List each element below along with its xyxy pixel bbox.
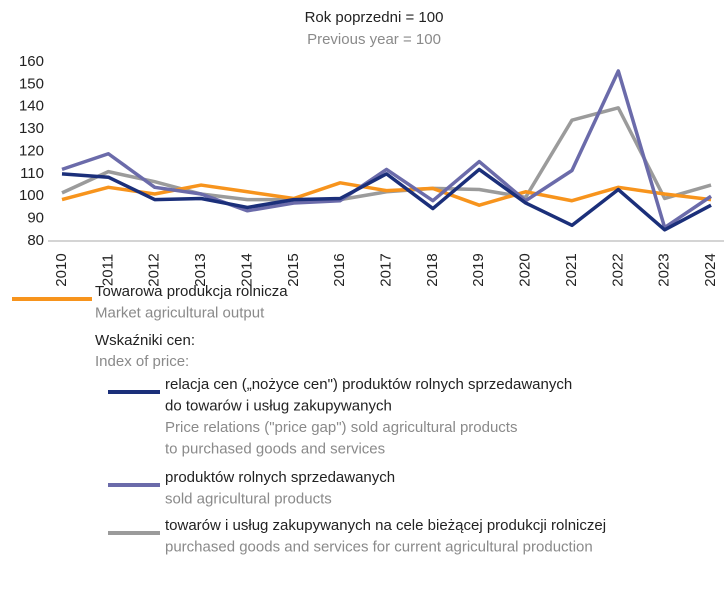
y-tick-label: 160 bbox=[19, 53, 44, 70]
y-tick-label: 130 bbox=[19, 120, 44, 137]
legend-label: relacja cen („nożyce cen") produktów rol… bbox=[165, 376, 572, 415]
chart-title: Rok poprzedni = 100 bbox=[305, 9, 444, 26]
series-line bbox=[61, 167, 712, 232]
x-tick-label: 2014 bbox=[238, 253, 255, 286]
x-tick-label: 2019 bbox=[470, 253, 487, 286]
legend-label: Towarowa produkcja rolnicza bbox=[95, 283, 288, 300]
y-tick-label: 150 bbox=[19, 75, 44, 92]
series-line bbox=[61, 106, 712, 202]
y-tick-label: 80 bbox=[27, 232, 44, 249]
legend-label-en: purchased goods and services for current… bbox=[165, 538, 593, 555]
x-tick-label: 2011 bbox=[99, 254, 116, 286]
legend-label-en: sold agricultural products bbox=[165, 490, 332, 507]
legend-group: Wskaźniki cen: bbox=[95, 332, 195, 349]
x-tick-label: 2017 bbox=[377, 253, 394, 286]
legend-label: produktów rolnych sprzedawanych bbox=[165, 469, 395, 486]
x-tick-label: 2013 bbox=[192, 253, 209, 286]
x-tick-label: 2012 bbox=[146, 253, 163, 286]
legend-group-en: Index of price: bbox=[95, 353, 189, 370]
series-line bbox=[61, 69, 713, 230]
x-tick-label: 2016 bbox=[331, 253, 348, 286]
x-tick-label: 2020 bbox=[517, 253, 534, 286]
legend-label: towarów i usług zakupywanych na cele bie… bbox=[165, 517, 606, 534]
y-tick-label: 120 bbox=[19, 142, 44, 159]
x-tick-label: 2021 bbox=[563, 253, 580, 286]
y-tick-label: 110 bbox=[20, 165, 44, 182]
x-tick-label: 2018 bbox=[424, 253, 441, 286]
y-tick-label: 140 bbox=[19, 98, 44, 115]
x-tick-label: 2022 bbox=[609, 253, 626, 286]
x-tick-label: 2024 bbox=[702, 253, 719, 286]
chart-subtitle: Previous year = 100 bbox=[307, 31, 441, 48]
y-tick-label: 90 bbox=[27, 210, 44, 227]
y-tick-label: 100 bbox=[19, 187, 44, 204]
x-tick-label: 2015 bbox=[285, 253, 302, 286]
legend-label-en: Market agricultural output bbox=[95, 304, 265, 321]
legend-label-en: Price relations ("price gap") sold agric… bbox=[165, 419, 517, 458]
x-tick-label: 2023 bbox=[656, 253, 673, 286]
x-tick-label: 2010 bbox=[53, 253, 70, 286]
